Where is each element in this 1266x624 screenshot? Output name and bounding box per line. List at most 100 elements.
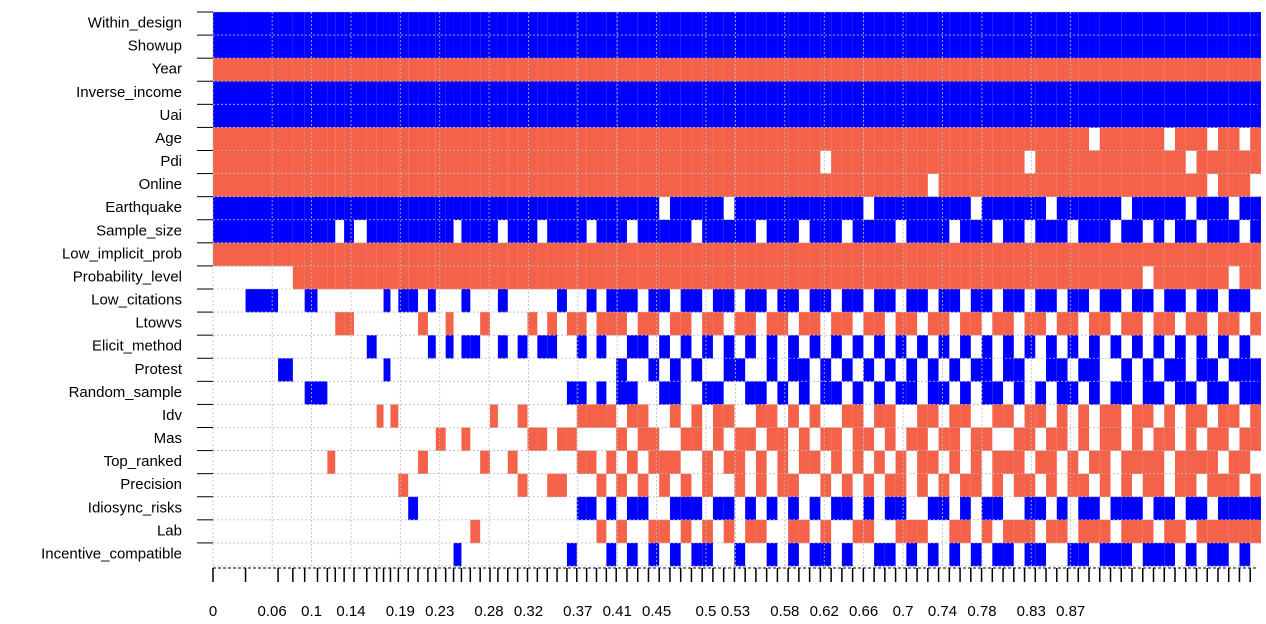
cell bbox=[734, 242, 746, 267]
cell bbox=[606, 450, 617, 474]
cell bbox=[927, 219, 939, 244]
cell bbox=[798, 265, 810, 290]
cell bbox=[970, 473, 982, 498]
cell bbox=[445, 242, 454, 267]
cell bbox=[616, 473, 627, 498]
cell bbox=[1207, 12, 1218, 36]
cell bbox=[461, 289, 471, 313]
cell bbox=[745, 35, 756, 59]
cell bbox=[390, 104, 399, 128]
cell bbox=[788, 219, 799, 244]
cell bbox=[586, 496, 597, 521]
cell bbox=[1110, 196, 1122, 221]
cell bbox=[1078, 242, 1090, 267]
cell bbox=[213, 35, 246, 59]
cell bbox=[1046, 450, 1057, 474]
cell bbox=[745, 312, 756, 336]
cell bbox=[418, 104, 428, 128]
cell bbox=[586, 58, 597, 82]
cell bbox=[680, 81, 692, 105]
cell bbox=[831, 312, 842, 336]
cell bbox=[992, 404, 1004, 428]
cell bbox=[906, 289, 918, 313]
cell bbox=[245, 127, 279, 151]
cell bbox=[566, 104, 577, 128]
cell bbox=[445, 219, 454, 244]
cell bbox=[517, 58, 528, 82]
cell bbox=[1239, 519, 1251, 544]
cell bbox=[383, 196, 391, 221]
cell bbox=[637, 81, 649, 105]
cell bbox=[1013, 473, 1025, 498]
cell bbox=[527, 104, 538, 128]
cell bbox=[734, 104, 746, 128]
cell bbox=[1164, 427, 1175, 451]
cell bbox=[906, 265, 918, 290]
cell bbox=[353, 12, 367, 36]
cell bbox=[245, 173, 279, 197]
cell bbox=[398, 196, 409, 221]
cell bbox=[723, 404, 735, 428]
cell bbox=[1013, 81, 1025, 105]
cell bbox=[766, 104, 778, 128]
cell bbox=[1207, 150, 1218, 174]
cell bbox=[1067, 35, 1079, 59]
cell bbox=[1067, 473, 1079, 498]
cell bbox=[755, 450, 767, 474]
cell bbox=[1056, 196, 1068, 221]
cell bbox=[798, 427, 810, 451]
cell bbox=[576, 12, 587, 36]
cell bbox=[507, 173, 518, 197]
cell bbox=[1099, 150, 1111, 174]
cell bbox=[1078, 404, 1090, 428]
cell bbox=[938, 496, 950, 521]
cell bbox=[884, 542, 896, 567]
cell bbox=[884, 219, 896, 244]
cell bbox=[906, 127, 918, 151]
cell bbox=[435, 12, 446, 36]
cell bbox=[1185, 12, 1197, 36]
cell bbox=[680, 335, 692, 359]
cell bbox=[1153, 12, 1165, 36]
cell bbox=[927, 496, 939, 521]
cell bbox=[1121, 219, 1133, 244]
cell bbox=[327, 242, 336, 267]
cell bbox=[304, 58, 318, 82]
cell bbox=[390, 219, 399, 244]
cell bbox=[1239, 173, 1251, 197]
cell bbox=[1185, 496, 1197, 521]
cell bbox=[702, 150, 713, 174]
cell bbox=[427, 289, 436, 313]
cell bbox=[1024, 265, 1036, 290]
cell bbox=[820, 358, 832, 382]
cell bbox=[1024, 519, 1036, 544]
cell bbox=[1035, 196, 1047, 221]
cell bbox=[734, 58, 746, 82]
cell bbox=[1164, 58, 1175, 82]
cell bbox=[537, 173, 548, 197]
cell bbox=[841, 81, 853, 105]
cell bbox=[680, 12, 692, 36]
cell bbox=[461, 219, 471, 244]
cell bbox=[304, 381, 318, 405]
cell bbox=[317, 381, 328, 405]
cell bbox=[863, 219, 875, 244]
row-label: Precision bbox=[120, 476, 182, 493]
cell bbox=[278, 173, 293, 197]
cell bbox=[435, 242, 446, 267]
cell bbox=[1110, 335, 1122, 359]
cell bbox=[1239, 58, 1251, 82]
cell bbox=[798, 35, 810, 59]
cell bbox=[1239, 496, 1251, 521]
cell bbox=[659, 381, 670, 405]
cell bbox=[831, 242, 842, 267]
cell bbox=[1153, 196, 1165, 221]
cell bbox=[497, 265, 508, 290]
cell bbox=[1217, 81, 1229, 105]
cell bbox=[917, 12, 928, 36]
cell bbox=[809, 196, 821, 221]
cell bbox=[327, 58, 336, 82]
cell bbox=[461, 150, 471, 174]
cell bbox=[648, 219, 660, 244]
cell bbox=[755, 127, 767, 151]
